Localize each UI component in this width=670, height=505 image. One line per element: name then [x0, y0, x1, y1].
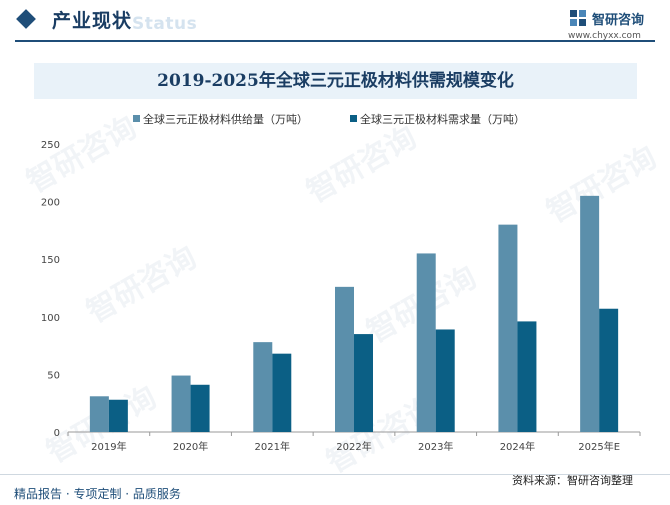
y-tick-label: 50	[47, 370, 60, 381]
y-tick-label: 200	[41, 198, 60, 209]
bar-demand	[108, 399, 128, 432]
bar-supply	[89, 396, 109, 432]
section-subtitle: Status	[132, 14, 198, 34]
x-tick-label: 2024年	[500, 440, 535, 453]
x-tick-label: 2025年E	[578, 440, 620, 453]
legend-swatch-demand	[350, 115, 357, 122]
y-tick-label: 100	[41, 313, 60, 324]
bar-supply	[171, 375, 191, 432]
header-divider	[15, 40, 655, 42]
legend-label-supply: 全球三元正极材料供给量（万吨）	[143, 113, 308, 126]
brand-url: www.chyxx.com	[568, 31, 641, 41]
x-tick-label: 2023年	[418, 440, 453, 453]
footer-divider	[0, 474, 670, 475]
bar-supply	[498, 224, 518, 432]
bar-demand	[599, 308, 619, 432]
legend-label-demand: 全球三元正极材料需求量（万吨）	[360, 113, 525, 126]
legend-item-supply: 全球三元正极材料供给量（万吨）	[133, 111, 308, 127]
legend-item-demand: 全球三元正极材料需求量（万吨）	[350, 111, 525, 127]
bar-demand	[190, 384, 210, 432]
x-tick-label: 2021年	[255, 440, 290, 453]
bar-demand	[435, 329, 455, 432]
legend-swatch-supply	[133, 115, 140, 122]
bar-demand	[517, 321, 537, 432]
brand-name: 智研咨询	[592, 13, 645, 28]
chart-title: 2019-2025年全球三元正极材料供需规模变化	[157, 71, 514, 91]
y-tick-label: 150	[41, 255, 60, 266]
x-tick-label: 2020年	[173, 440, 208, 453]
brand-logo-icon	[570, 10, 586, 26]
bar-demand	[354, 334, 373, 432]
bar-demand	[272, 353, 292, 432]
section-header: Status 产业现状 智研咨询 www.chyxx.com	[0, 0, 670, 44]
footer-source: 资料来源：智研咨询整理	[512, 474, 633, 487]
x-tick-label: 2022年	[336, 440, 371, 453]
y-tick-label: 250	[41, 140, 60, 151]
x-tick-label: 2019年	[91, 440, 126, 453]
chart-title-band: 2019-2025年全球三元正极材料供需规模变化	[34, 63, 637, 99]
bar-supply	[253, 342, 273, 432]
bar-supply	[335, 286, 354, 432]
section-title: 产业现状	[52, 10, 133, 32]
y-tick-label: 0	[54, 428, 60, 439]
bar-supply	[416, 253, 436, 432]
bar-supply	[580, 195, 600, 432]
footer-tagline: 精品报告 · 专项定制 · 品质服务	[14, 487, 181, 501]
